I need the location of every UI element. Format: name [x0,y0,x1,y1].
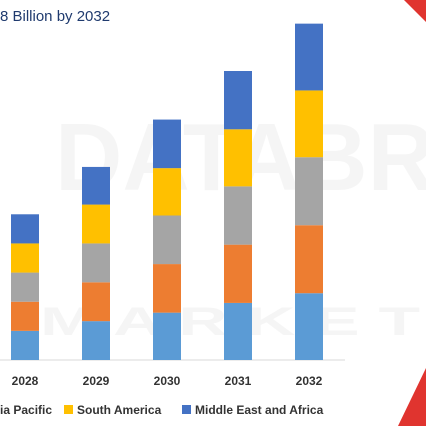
legend-label-south-america: South America [77,403,162,417]
x-tick-label-2029: 2029 [83,374,110,388]
bar-segment-2031-series-1 [224,302,252,360]
accent-shape-top-right [404,0,426,22]
bar-segment-2030-series-2 [153,264,181,313]
x-tick-label-2028: 2028 [12,374,39,388]
bar-segment-2028-series-3 [11,272,39,302]
bar-segment-2032-series-3 [295,157,323,226]
bar-segment-2029-series-5 [82,166,110,205]
legend: ia Pacific South America Middle East and… [0,403,324,417]
x-tick-labels: 2028 2029 2030 2031 2032 [12,374,323,388]
legend-label-middle-east-africa: Middle East and Africa [195,403,324,417]
bar-segment-2032-series-5 [295,23,323,91]
bar-segment-2030-series-5 [153,119,181,169]
bar-segment-2030-series-3 [153,215,181,265]
accent-shape-bottom-right [398,368,426,426]
bar-segment-2032-series-2 [295,225,323,294]
legend-swatch-south-america [64,405,73,414]
legend-swatch-middle-east-africa [182,405,191,414]
bar-segment-2032-series-4 [295,90,323,158]
bar-segment-2031-series-3 [224,186,252,245]
bar-segment-2031-series-2 [224,244,252,303]
x-tick-label-2031: 2031 [225,374,252,388]
bar-segment-2031-series-4 [224,129,252,187]
bar-segment-2030-series-1 [153,312,181,360]
x-tick-label-2030: 2030 [154,374,181,388]
bar-segment-2028-series-5 [11,214,39,244]
bar-segment-2031-series-5 [224,71,252,130]
bar-segment-2030-series-4 [153,168,181,216]
bar-segment-2028-series-1 [11,330,39,360]
bar-segment-2028-series-2 [11,301,39,331]
x-tick-label-2032: 2032 [296,374,323,388]
legend-label-asia-pacific: ia Pacific [0,403,52,417]
chart-subtitle: 8 Billion by 2032 [0,8,110,25]
bar-segment-2029-series-2 [82,282,110,322]
bar-segment-2028-series-4 [11,243,39,273]
bar-segment-2029-series-4 [82,204,110,244]
bar-segment-2029-series-3 [82,243,110,283]
bar-segment-2032-series-1 [295,293,323,360]
bar-segment-2029-series-1 [82,321,110,360]
bars-layer [11,23,323,360]
